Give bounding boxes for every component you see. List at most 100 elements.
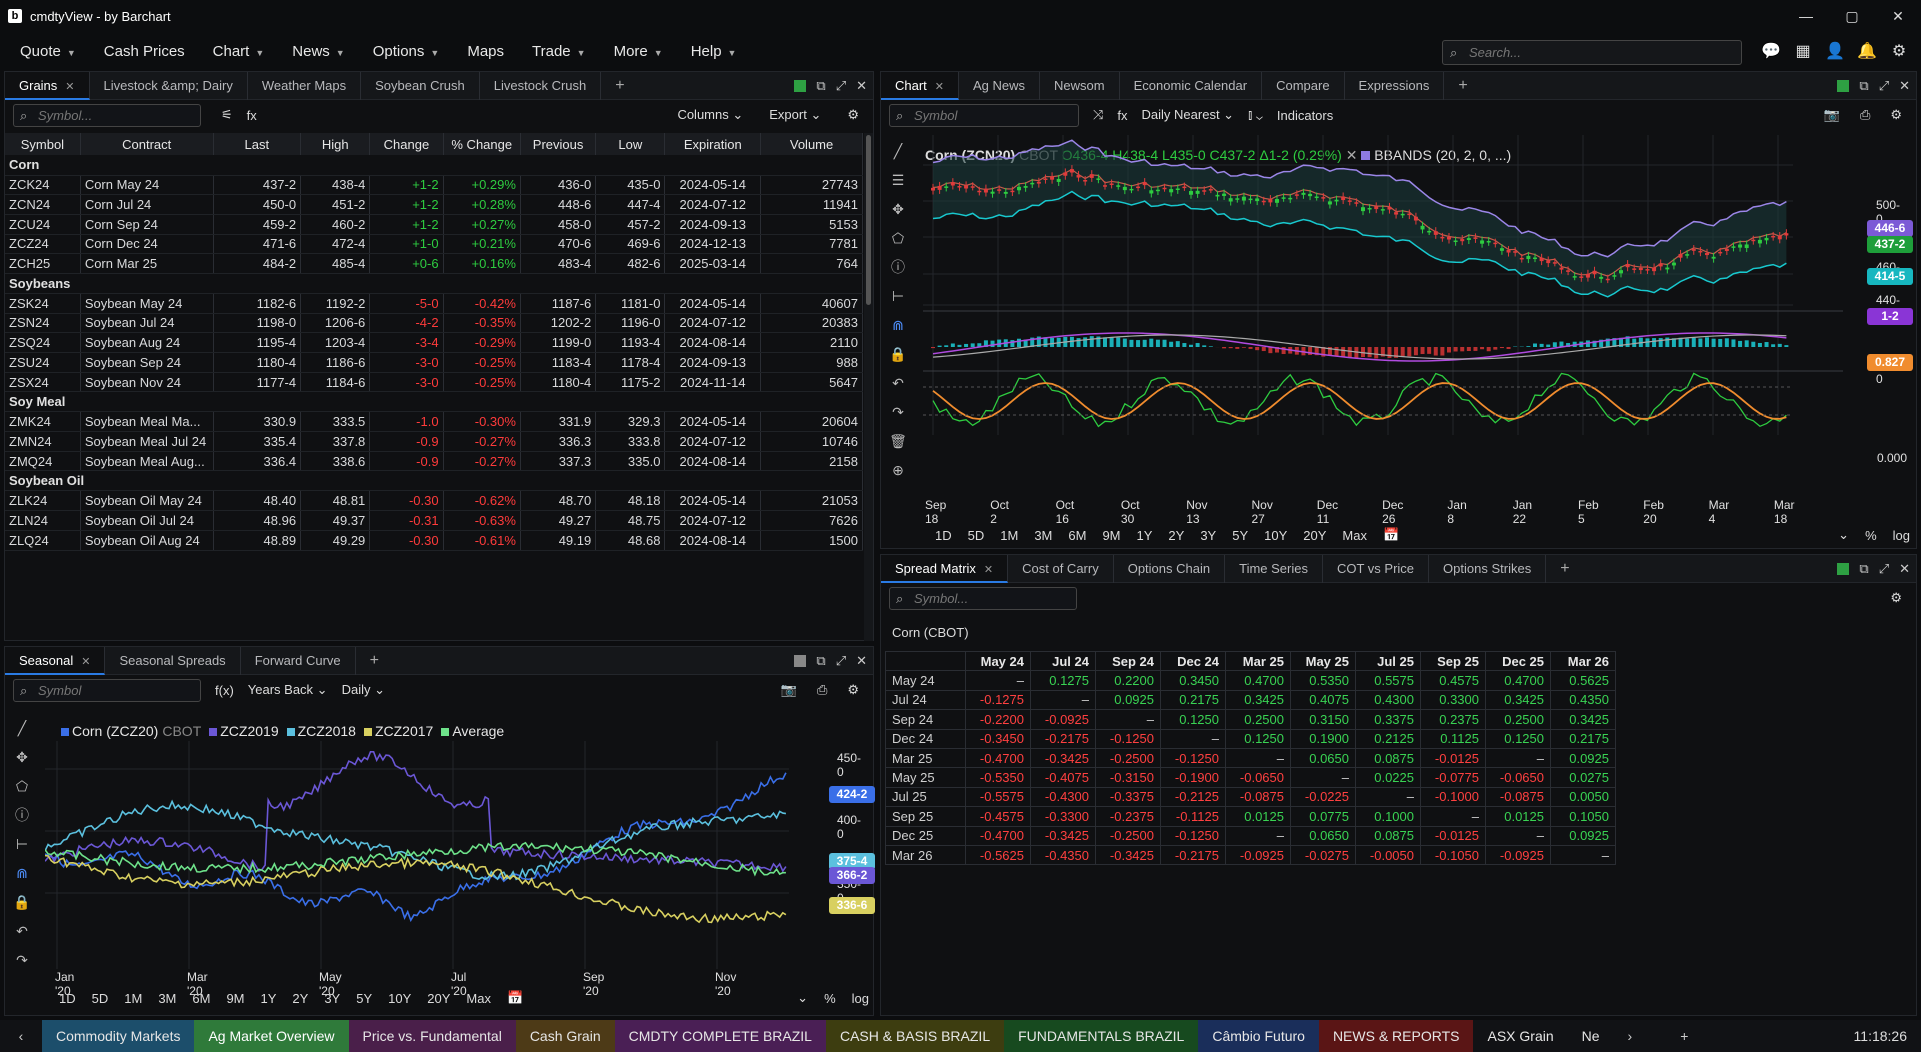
tab-options-chain[interactable]: Options Chain	[1114, 554, 1226, 583]
tab-time-series[interactable]: Time Series	[1225, 554, 1323, 583]
move-tool-icon[interactable]: ✥	[16, 749, 28, 765]
expand-icon[interactable]: ⤢	[835, 653, 847, 668]
table-row[interactable]: ZSX24 Soybean Nov 24 1177-4 1184-6 -3-0 -0.25…	[5, 372, 863, 393]
column-header[interactable]: Expiration	[664, 133, 762, 155]
line-tool-icon[interactable]: ╱	[893, 143, 903, 159]
popout-icon[interactable]: ⧉	[1859, 561, 1869, 576]
interval-select[interactable]: Daily Nearest ⌄	[1141, 107, 1235, 122]
trash-icon[interactable]: 🗑	[889, 433, 907, 449]
range-1m[interactable]: 1M	[124, 990, 143, 1006]
shape-tool-icon[interactable]: ⬠	[891, 230, 905, 246]
close-panel-icon[interactable]: ✕	[1899, 561, 1910, 576]
table-row[interactable]: ZSK24 Soybean May 24 1182-6 1192-2 -5-0 -0.42…	[5, 293, 863, 314]
percent-toggle[interactable]: %	[1865, 527, 1877, 543]
seasonal-chart[interactable]	[45, 741, 829, 969]
range-1y[interactable]: 1Y	[260, 990, 277, 1006]
range-6m[interactable]: 6M	[192, 990, 211, 1006]
redo-icon[interactable]: ↷	[892, 404, 904, 420]
tab-cot-vs-price[interactable]: COT vs Price	[1323, 554, 1430, 583]
close-panel-icon[interactable]: ✕	[856, 653, 867, 668]
table-row[interactable]: ZCH25 Corn Mar 25 484-2 485-4 +0-6 +0.16% 483-…	[5, 253, 863, 274]
price-chart[interactable]	[923, 135, 1843, 503]
tab-forward-curve[interactable]: Forward Curve	[241, 646, 356, 675]
range-10y[interactable]: 10Y	[388, 990, 412, 1006]
workspace-tab[interactable]: Cash Grain	[515, 1020, 615, 1052]
table-row[interactable]: ZMK24 Soybean Meal Ma... 330.9 333.5 -1.0 -0.…	[5, 411, 863, 433]
range-20y[interactable]: 20Y	[427, 990, 451, 1006]
fx-button[interactable]: fx	[246, 107, 257, 123]
table-row[interactable]: ZMQ24 Soybean Meal Aug... 336.4 338.6 -0.9 -0…	[5, 451, 863, 472]
print-icon[interactable]: ⎙	[1859, 107, 1871, 122]
lock-icon[interactable]: 🔒	[13, 894, 31, 910]
table-row[interactable]: ZLN24 Soybean Oil Jul 24 48.96 49.37 -0.31 -0…	[5, 510, 863, 531]
global-search-input[interactable]: ⌕ Search...	[1442, 40, 1742, 65]
range-max[interactable]: Max	[466, 990, 491, 1006]
workspace-tab[interactable]: FUNDAMENTALS BRAZIL	[1004, 1020, 1199, 1052]
export-button[interactable]: Export ⌄	[769, 107, 822, 122]
menu-maps[interactable]: Maps	[467, 42, 505, 60]
range-5d[interactable]: 5D	[967, 527, 985, 543]
table-row[interactable]: ZSQ24 Soybean Aug 24 1195-4 1203-4 -3-4 -0.29…	[5, 332, 863, 353]
maximize-button[interactable]: ▢	[1845, 8, 1859, 24]
years-back-select[interactable]: Years Back ⌄	[247, 682, 328, 697]
collapse-icon[interactable]: ⌄	[797, 990, 809, 1005]
shuffle-icon[interactable]: ⤨	[1093, 107, 1104, 122]
calendar-icon[interactable]: 📅	[506, 990, 524, 1005]
scroll-right-icon[interactable]: ›	[1627, 1028, 1633, 1044]
table-row[interactable]: ZCU24 Corn Sep 24 459-2 460-2 +1-2 +0.27% 458-…	[5, 214, 863, 235]
tab-seasonal[interactable]: Seasonal ✕	[5, 646, 106, 675]
print-icon[interactable]: ⎙	[816, 682, 828, 697]
magnet-icon[interactable]: ⋒	[16, 865, 28, 881]
workspace-tab[interactable]: Commodity Markets	[42, 1020, 195, 1052]
settings-icon[interactable]: ⚙	[1890, 590, 1902, 605]
workspace-tab[interactable]: Ag Market Overview	[194, 1020, 349, 1052]
lock-icon[interactable]: 🔒	[889, 346, 907, 362]
settings-icon[interactable]: ⚙	[847, 107, 859, 122]
range-6m[interactable]: 6M	[1068, 527, 1087, 543]
add-workspace-button[interactable]: +	[1680, 1028, 1689, 1044]
menu-options[interactable]: Options ▼	[372, 42, 440, 60]
column-header[interactable]: Change	[369, 133, 444, 155]
shape-tool-icon[interactable]: ⬠	[15, 778, 29, 794]
workspace-tab[interactable]: Price vs. Fundamental	[348, 1020, 516, 1052]
close-panel-icon[interactable]: ✕	[856, 78, 867, 93]
chart-type-icon[interactable]: ⫾ ⌄	[1248, 107, 1263, 122]
undo-icon[interactable]: ↶	[16, 923, 28, 939]
workspace-tab[interactable]: CMDTY COMPLETE BRAZIL	[614, 1020, 826, 1052]
add-tab-button[interactable]: +	[1458, 76, 1468, 94]
indicators-button[interactable]: Indicators	[1276, 107, 1334, 123]
range-max[interactable]: Max	[1342, 527, 1367, 543]
chat-icon[interactable]: 💬	[1761, 43, 1781, 60]
range-9m[interactable]: 9M	[226, 990, 245, 1006]
spread-symbol-input[interactable]: ⌕ Symbol...	[889, 586, 1077, 610]
menu-news[interactable]: News ▼	[292, 42, 345, 60]
camera-icon[interactable]: 📷	[1823, 107, 1840, 122]
settings-icon[interactable]: ⚙	[1890, 107, 1902, 122]
menu-trade[interactable]: Trade ▼	[532, 42, 586, 60]
tab-grains[interactable]: Grains ✕	[5, 71, 90, 100]
tab-livestock-crush[interactable]: Livestock Crush	[480, 71, 602, 100]
close-button[interactable]: ✕	[1892, 8, 1904, 24]
tab-spread-matrix[interactable]: Spread Matrix ✕	[881, 554, 1009, 583]
menu-quote[interactable]: Quote ▼	[20, 42, 76, 60]
range-10y[interactable]: 10Y	[1264, 527, 1288, 543]
chart-symbol-input[interactable]: ⌕ Symbol	[889, 103, 1079, 127]
info-tool-icon[interactable]: ⓘ	[891, 259, 905, 275]
menu-help[interactable]: Help ▼	[690, 42, 737, 60]
table-row[interactable]: ZCK24 Corn May 24 437-2 438-4 +1-2 +0.29% 436-…	[5, 175, 863, 196]
column-header[interactable]: Previous	[520, 133, 597, 155]
add-tab-button[interactable]: +	[615, 76, 625, 94]
workspace-tab[interactable]: Câmbio Futuro	[1198, 1020, 1319, 1052]
minimize-button[interactable]: —	[1799, 8, 1813, 24]
range-5y[interactable]: 5Y	[1232, 527, 1249, 543]
redo-icon[interactable]: ↷	[16, 952, 28, 968]
column-header[interactable]: Contract	[80, 133, 214, 155]
tab-seasonal-spreads[interactable]: Seasonal Spreads	[105, 646, 241, 675]
table-row[interactable]: ZSU24 Soybean Sep 24 1180-4 1186-6 -3-0 -0.25…	[5, 352, 863, 373]
tab-livestock-amp-dairy[interactable]: Livestock &amp; Dairy	[90, 71, 248, 100]
menu-chart[interactable]: Chart ▼	[212, 42, 265, 60]
column-header[interactable]: High	[300, 133, 371, 155]
range-1d[interactable]: 1D	[935, 527, 952, 543]
range-2y[interactable]: 2Y	[1168, 527, 1185, 543]
tab-expressions[interactable]: Expressions	[1345, 71, 1445, 100]
